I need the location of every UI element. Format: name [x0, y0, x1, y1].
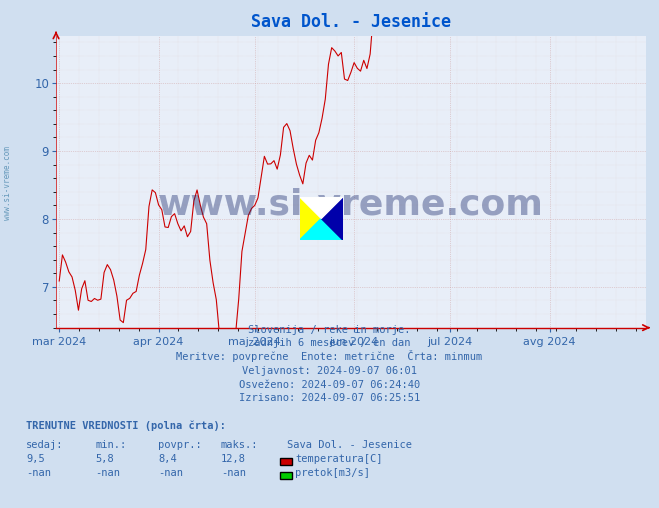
- Text: Meritve: povprečne  Enote: metrične  Črta: minmum: Meritve: povprečne Enote: metrične Črta:…: [177, 350, 482, 362]
- Text: Slovenija / reke in morje.: Slovenija / reke in morje.: [248, 325, 411, 335]
- Text: 12,8: 12,8: [221, 454, 246, 464]
- Text: zadnjih 6 mesecev / en dan: zadnjih 6 mesecev / en dan: [248, 338, 411, 348]
- Polygon shape: [300, 197, 322, 240]
- Text: min.:: min.:: [96, 440, 127, 450]
- Title: Sava Dol. - Jesenice: Sava Dol. - Jesenice: [251, 13, 451, 31]
- Polygon shape: [300, 218, 343, 240]
- Text: temperatura[C]: temperatura[C]: [295, 454, 383, 464]
- Text: 9,5: 9,5: [26, 454, 45, 464]
- Text: povpr.:: povpr.:: [158, 440, 202, 450]
- Text: Izrisano: 2024-09-07 06:25:51: Izrisano: 2024-09-07 06:25:51: [239, 393, 420, 403]
- Text: Sava Dol. - Jesenice: Sava Dol. - Jesenice: [287, 440, 412, 450]
- Text: www.si-vreme.com: www.si-vreme.com: [3, 146, 13, 220]
- Text: www.si-vreme.com: www.si-vreme.com: [158, 188, 544, 222]
- Text: pretok[m3/s]: pretok[m3/s]: [295, 468, 370, 478]
- Text: Osveženo: 2024-09-07 06:24:40: Osveženo: 2024-09-07 06:24:40: [239, 379, 420, 390]
- Polygon shape: [322, 197, 343, 240]
- Text: 5,8: 5,8: [96, 454, 114, 464]
- Text: sedaj:: sedaj:: [26, 440, 64, 450]
- Text: Veljavnost: 2024-09-07 06:01: Veljavnost: 2024-09-07 06:01: [242, 366, 417, 376]
- Text: maks.:: maks.:: [221, 440, 258, 450]
- Text: -nan: -nan: [26, 468, 51, 478]
- Polygon shape: [300, 197, 343, 218]
- Text: 8,4: 8,4: [158, 454, 177, 464]
- Text: -nan: -nan: [96, 468, 121, 478]
- Text: TRENUTNE VREDNOSTI (polna črta):: TRENUTNE VREDNOSTI (polna črta):: [26, 421, 226, 431]
- Text: -nan: -nan: [158, 468, 183, 478]
- Text: -nan: -nan: [221, 468, 246, 478]
